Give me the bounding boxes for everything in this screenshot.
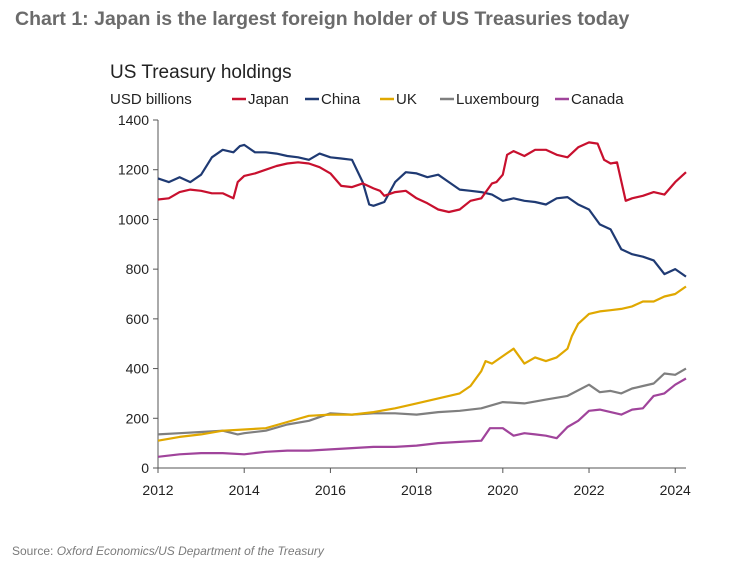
axes: 0 200 400 600 800 1000 1200 1400 2012 2014 2016 201…: [118, 112, 691, 498]
y-axis-unit-label: USD billions: [110, 91, 192, 108]
x-tick-label: 2018: [401, 482, 432, 498]
y-tick-label: 200: [126, 410, 150, 426]
plot-lines: [157, 141, 687, 458]
legend-label-uk: UK: [396, 91, 417, 108]
legend-label-japan: Japan: [248, 91, 289, 108]
x-tick-label: 2016: [315, 482, 346, 498]
y-tick-label: 0: [141, 460, 149, 476]
y-tick-label: 800: [126, 261, 150, 277]
series-line-uk: [157, 285, 687, 442]
y-tick-label: 1200: [118, 162, 149, 178]
legend: Japan China UK Luxembourg Canada: [232, 91, 624, 108]
source-text: Oxford Economics/US Department of the Tr…: [56, 544, 324, 558]
x-tick-label: 2012: [142, 482, 173, 498]
legend-label-luxembourg: Luxembourg: [456, 91, 539, 108]
series-line-canada: [157, 377, 687, 458]
y-tick-label: 1000: [118, 211, 149, 227]
x-tick-label: 2022: [573, 482, 604, 498]
header-title: Chart 1: Japan is the largest foreign ho…: [15, 8, 630, 30]
source-label: Source:: [12, 544, 57, 558]
x-tick-label: 2024: [660, 482, 691, 498]
series-line-japan: [157, 141, 687, 214]
legend-label-china: China: [321, 91, 361, 108]
y-tick-label: 600: [126, 311, 150, 327]
x-tick-label: 2014: [229, 482, 260, 498]
source-note: Source: Oxford Economics/US Department o…: [12, 544, 324, 558]
x-tick-label: 2020: [487, 482, 518, 498]
series-line-luxembourg: [157, 367, 687, 436]
y-tick-label: 1400: [118, 112, 149, 128]
chart-subtitle: US Treasury holdings: [110, 62, 292, 83]
series-line-china: [157, 143, 687, 278]
legend-label-canada: Canada: [571, 91, 624, 108]
y-tick-label: 400: [126, 361, 150, 377]
